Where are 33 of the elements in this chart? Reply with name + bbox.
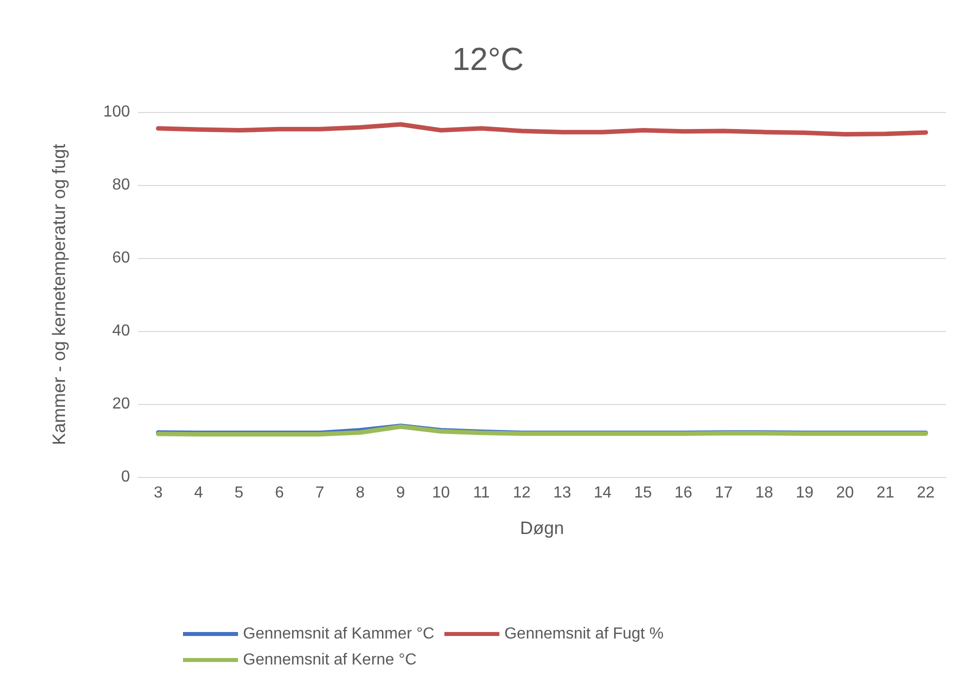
legend-label: Gennemsnit af Kerne °C	[243, 652, 417, 668]
line-series	[156, 122, 928, 137]
y-tick-label: 80	[112, 176, 130, 194]
y-tick-label: 20	[112, 396, 130, 412]
x-tick-label: 18	[755, 484, 774, 502]
x-tick-label: 22	[916, 484, 935, 502]
x-tick-label: 11	[473, 484, 490, 502]
x-tick-label: 20	[836, 484, 854, 502]
x-tick-label: 16	[674, 484, 692, 502]
legend-label: Gennemsnit af Kammer °C	[243, 626, 434, 642]
x-tick-label: 13	[553, 484, 572, 502]
y-axis-title: Kammer - og kernetemperatur og fugt	[49, 144, 69, 446]
y-tick-label: 40	[112, 322, 130, 340]
y-tick-label: 60	[112, 250, 130, 266]
x-tick-label: 21	[876, 484, 894, 502]
x-tick-label: 10	[432, 484, 450, 502]
x-axis-title: Døgn	[520, 518, 564, 538]
x-tick-label: 5	[234, 484, 244, 502]
x-tick-label: 15	[634, 484, 652, 502]
x-tick-label: 4	[194, 484, 204, 502]
x-tick-label: 6	[274, 484, 284, 502]
x-tick-label: 7	[315, 484, 324, 502]
x-tick-label: 17	[714, 484, 733, 502]
x-tick-label: 12	[512, 484, 531, 502]
x-tick-label: 19	[796, 484, 814, 502]
chart-title: 12°C	[452, 41, 524, 77]
y-tick-label: 0	[121, 468, 130, 486]
y-tick-label: 100	[103, 104, 130, 120]
x-tick-label: 8	[356, 484, 365, 502]
x-tick-label: 9	[396, 484, 406, 502]
x-tick-label: 14	[594, 484, 612, 502]
legend-label: Gennemsnit af Fugt %	[504, 626, 664, 642]
x-tick-label: 3	[154, 484, 163, 502]
